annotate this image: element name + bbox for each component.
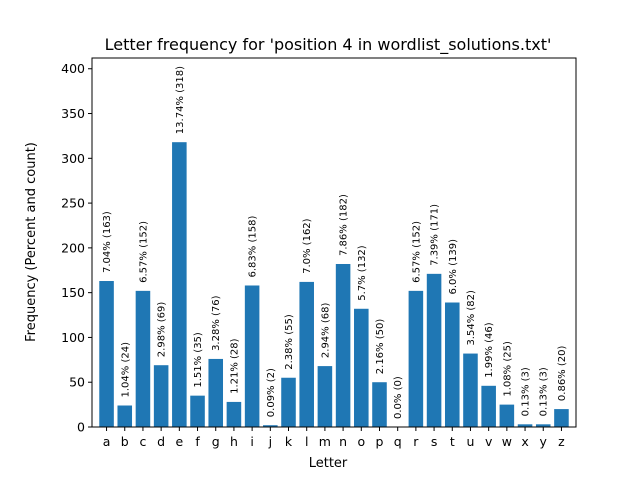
bar-g	[208, 358, 224, 427]
data-label-c: 6.57% (152)	[138, 221, 149, 283]
bar-z	[554, 409, 569, 427]
bar-t	[444, 302, 460, 427]
y-tick-label-200: 200	[61, 240, 85, 255]
bar-c	[135, 290, 151, 427]
bar-s	[426, 273, 442, 427]
data-label-d: 2.98% (69)	[157, 302, 168, 358]
bar-p	[372, 382, 387, 427]
x-axis-label: Letter	[309, 456, 348, 471]
data-label-h: 1.21% (28)	[229, 338, 240, 394]
x-tick-label-e: e	[175, 434, 183, 449]
data-label-n: 7.86% (182)	[339, 194, 350, 256]
data-label-j: 0.09% (2)	[266, 368, 277, 417]
x-tick-label-a: a	[103, 434, 111, 449]
data-label-x: 0.13% (3)	[521, 367, 532, 416]
bar-k	[281, 377, 296, 427]
data-label-s: 7.39% (171)	[430, 204, 441, 266]
data-label-f: 1.51% (35)	[193, 332, 204, 388]
x-tick-label-g: g	[212, 434, 220, 449]
bars	[99, 142, 569, 427]
data-label-b: 1.04% (24)	[120, 342, 131, 398]
chart-title: Letter frequency for 'position 4 in word…	[105, 35, 552, 55]
x-tick-label-b: b	[121, 434, 129, 449]
data-label-p: 2.16% (50)	[375, 319, 386, 375]
bar-x	[517, 424, 533, 427]
y-tick-label-400: 400	[61, 61, 85, 76]
y-tick-label-50: 50	[69, 375, 85, 390]
x-tick-label-z: z	[558, 434, 565, 449]
x-tick-label-i: i	[250, 434, 253, 449]
bar-f	[190, 395, 205, 427]
x-tick-label-p: p	[376, 434, 384, 449]
bar-m	[317, 366, 333, 427]
bar-w	[499, 404, 515, 427]
y-tick-label-150: 150	[61, 285, 85, 300]
x-tick-label-t: t	[450, 434, 455, 449]
bar-r	[408, 290, 424, 427]
bar-a	[99, 281, 114, 427]
x-tick-label-q: q	[394, 434, 402, 449]
x-tick-label-l: l	[305, 434, 308, 449]
x-tick-label-w: w	[502, 434, 512, 449]
y-tick-label-300: 300	[61, 151, 85, 166]
bar-o	[354, 308, 369, 427]
data-labels: 7.04% (163) 1.04% (24) 6.57% (152) 2.98% (6…	[102, 66, 568, 419]
data-label-o: 5.7% (132)	[357, 245, 368, 301]
bar-v	[481, 385, 496, 427]
data-label-m: 2.94% (68)	[320, 303, 331, 359]
y-tick-label-0: 0	[77, 420, 85, 435]
data-label-a: 7.04% (163)	[102, 211, 113, 273]
x-tick-label-f: f	[195, 434, 200, 449]
bar-e	[172, 142, 187, 427]
y-axis-ticks: 0 50 100 150 200 250 300 350 400	[61, 61, 92, 435]
x-tick-label-u: u	[466, 434, 474, 449]
data-label-r: 6.57% (152)	[411, 221, 422, 283]
bar-h	[226, 401, 242, 427]
x-tick-label-h: h	[230, 434, 238, 449]
y-tick-label-350: 350	[61, 106, 85, 121]
bar-l	[299, 281, 314, 427]
x-tick-label-x: x	[521, 434, 528, 449]
y-axis-label: Frequency (Percent and count)	[24, 142, 39, 342]
y-tick-label-250: 250	[61, 196, 85, 211]
x-tick-label-k: k	[285, 434, 293, 449]
data-label-y: 0.13% (3)	[539, 367, 550, 416]
x-tick-label-j: j	[268, 434, 272, 449]
x-tick-label-m: m	[319, 434, 331, 449]
data-label-t: 6.0% (139)	[448, 239, 459, 295]
data-label-k: 2.38% (55)	[284, 314, 295, 370]
bar-i	[244, 285, 260, 427]
bar-y	[535, 424, 551, 427]
data-label-i: 6.83% (158)	[248, 216, 259, 278]
data-label-u: 3.54% (82)	[466, 290, 477, 346]
bar-j	[263, 425, 278, 427]
x-tick-label-s: s	[431, 434, 438, 449]
bar-b	[117, 405, 133, 427]
data-label-z: 0.86% (20)	[557, 346, 568, 402]
x-tick-label-r: r	[413, 434, 419, 449]
plot-frame	[91, 57, 577, 428]
data-label-l: 7.0% (162)	[302, 218, 313, 274]
x-tick-label-v: v	[485, 434, 493, 449]
x-tick-label-d: d	[157, 434, 165, 449]
x-tick-label-y: y	[540, 434, 548, 449]
data-label-v: 1.99% (46)	[484, 322, 495, 378]
data-label-e: 13.74% (318)	[175, 66, 186, 134]
x-tick-label-n: n	[339, 434, 347, 449]
x-tick-label-o: o	[357, 434, 365, 449]
y-tick-label-100: 100	[61, 330, 85, 345]
bar-n	[335, 263, 351, 427]
data-label-q: 0.0% (0)	[393, 376, 404, 419]
data-label-w: 1.08% (25)	[502, 341, 513, 397]
x-tick-label-c: c	[140, 434, 147, 449]
bar-u	[463, 353, 478, 427]
data-label-g: 3.28% (76)	[211, 295, 222, 351]
bar-d	[153, 365, 169, 427]
